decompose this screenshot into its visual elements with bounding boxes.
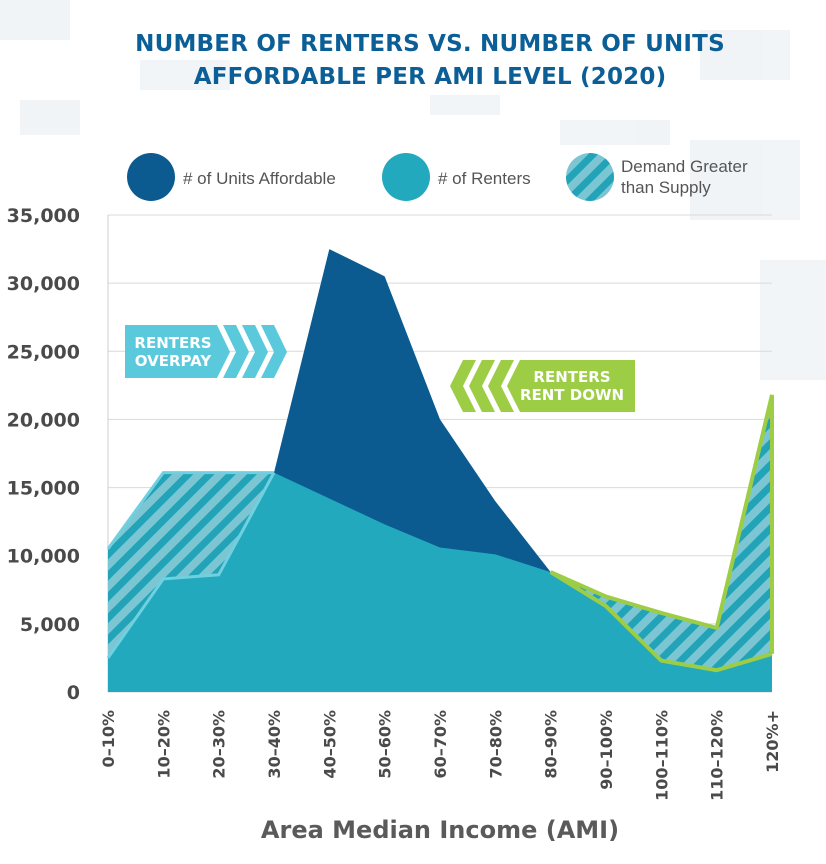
- legend-demand-swatch: [566, 153, 614, 201]
- legend-units-swatch: [127, 153, 175, 201]
- y-tick-label: 30,000: [7, 273, 80, 295]
- legend-renters-swatch: [382, 153, 430, 201]
- y-tick-label: 15,000: [7, 478, 80, 500]
- x-axis-label: Area Median Income (AMI): [261, 816, 619, 844]
- y-tick-label: 10,000: [7, 546, 80, 568]
- chart-title-line-2: AFFORDABLE PER AMI LEVEL (2020): [193, 64, 667, 90]
- demand-greater-than-supply-area: [108, 394, 772, 671]
- x-tick-label: 90–100%: [597, 710, 616, 790]
- rentdown-line-2: RENT DOWN: [520, 386, 624, 404]
- x-tick-label: 10–20%: [154, 710, 173, 779]
- y-axis-ticks: 0 5,000 10,000 15,000 20,000 25,000 30,000 35,0…: [7, 205, 80, 704]
- overpay-line-2: OVERPAY: [135, 352, 213, 370]
- renters-series-line: [106, 471, 274, 550]
- legend-renters-label: # of Renters: [438, 169, 531, 188]
- y-tick-label: 20,000: [7, 409, 80, 431]
- renters-area: [108, 472, 772, 692]
- renters-series-line-right: [549, 394, 774, 631]
- x-tick-label: 80–90%: [542, 710, 561, 779]
- legend-demand-label-line-2: than Supply: [621, 178, 711, 197]
- renters-overpay-badge: RENTERS OVERPAY: [125, 325, 287, 378]
- units-series-line-left: [106, 471, 276, 659]
- legend: # of Units Affordable # of Renters Deman…: [127, 153, 748, 201]
- x-tick-label: 50–60%: [376, 710, 395, 779]
- x-tick-label: 30–40%: [265, 710, 284, 779]
- renters-rent-down-badge: RENTERS RENT DOWN: [450, 360, 635, 412]
- y-tick-label: 0: [67, 682, 80, 704]
- overpay-line-1: RENTERS: [134, 334, 211, 352]
- y-tick-label: 35,000: [7, 205, 80, 227]
- y-tick-label: 25,000: [7, 341, 80, 363]
- legend-units-label: # of Units Affordable: [183, 169, 336, 188]
- x-tick-label: 70–80%: [486, 710, 505, 779]
- legend-demand-label-line-1: Demand Greater: [621, 157, 748, 176]
- rentdown-line-1: RENTERS: [533, 368, 610, 386]
- chart-title-line-1: NUMBER OF RENTERS VS. NUMBER OF UNITS: [135, 31, 725, 57]
- x-tick-label: 40–50%: [320, 710, 339, 779]
- y-tick-label: 5,000: [20, 614, 80, 636]
- x-tick-label: 60–70%: [431, 710, 450, 779]
- x-tick-label: 20–30%: [210, 710, 229, 779]
- x-tick-label: 100–110%: [652, 710, 671, 801]
- chart-title: NUMBER OF RENTERS VS. NUMBER OF UNITS AF…: [60, 28, 800, 94]
- x-tick-label: 110–120%: [708, 710, 727, 801]
- x-tick-label: 120%+: [763, 710, 782, 773]
- x-axis-ticks: 0–10% 10–20% 20–30% 30–40% 40–50% 50–60% 60–70…: [99, 710, 782, 801]
- units-series-line-right: [549, 570, 773, 673]
- plot-areas: [106, 249, 774, 693]
- x-tick-label: 0–10%: [99, 710, 118, 767]
